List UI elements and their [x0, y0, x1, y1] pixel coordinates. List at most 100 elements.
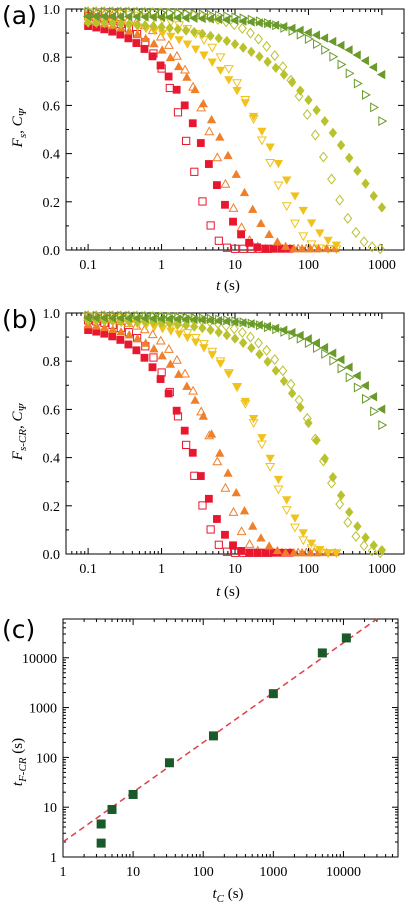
data-point	[362, 393, 371, 404]
data-point	[298, 536, 309, 546]
panel-a-ylabel: Fs, CΨ	[10, 107, 29, 148]
data-point	[247, 46, 256, 57]
data-point	[279, 21, 288, 32]
data-point	[265, 463, 276, 472]
data-point	[232, 79, 243, 89]
data-point	[188, 385, 199, 395]
data-point	[248, 204, 258, 213]
data-point	[343, 516, 353, 528]
series-yellow-filled	[83, 17, 342, 250]
data-point	[156, 61, 165, 70]
panel-a-xlabel: t (s)	[216, 278, 240, 294]
data-point	[248, 521, 258, 530]
data-point	[254, 337, 263, 349]
data-point	[306, 539, 317, 548]
panel-c-xlabel-unit: (s)	[224, 886, 244, 902]
panel-a-ylabel-psi: Ψ	[17, 107, 29, 116]
data-point	[245, 27, 255, 39]
data-point	[180, 101, 189, 110]
panel-c-xlabel-t: t	[212, 886, 217, 902]
data-point	[268, 689, 278, 699]
panel-a-xtick-label: 1	[158, 258, 165, 273]
data-point	[336, 140, 346, 151]
data-point	[290, 192, 300, 201]
data-point	[237, 547, 245, 555]
data-point	[319, 33, 329, 43]
data-point	[165, 83, 174, 93]
data-point	[164, 314, 174, 324]
data-point	[265, 454, 275, 464]
data-point	[335, 194, 345, 206]
data-point	[239, 244, 248, 253]
data-point	[164, 72, 173, 81]
data-point	[256, 136, 267, 146]
panel-b-ylabel: Fs-CR, CΨ	[10, 403, 29, 462]
data-point	[116, 18, 125, 30]
panel-b-ytick-label: 0.0	[43, 548, 61, 563]
data-point	[172, 13, 182, 23]
data-point	[116, 327, 126, 336]
data-point	[188, 119, 197, 128]
data-point	[351, 530, 361, 542]
data-point	[257, 434, 267, 443]
data-point	[206, 324, 215, 336]
data-point	[116, 336, 125, 344]
data-point	[303, 334, 312, 344]
data-point	[83, 313, 92, 323]
panel-c-ytick-label: 100	[36, 751, 57, 766]
data-point	[248, 415, 259, 424]
panel-c-xlabel-sub: C	[217, 893, 225, 905]
data-point	[362, 89, 371, 100]
data-point	[270, 323, 280, 333]
data-point	[140, 12, 149, 22]
data-point	[294, 394, 304, 406]
data-point	[370, 102, 380, 113]
data-point	[141, 20, 150, 31]
data-point	[265, 143, 275, 152]
data-point	[262, 19, 272, 29]
data-point	[272, 237, 283, 246]
data-point	[149, 353, 158, 362]
data-point	[116, 30, 125, 39]
data-point	[157, 21, 166, 33]
data-point	[164, 758, 174, 768]
data-point	[190, 321, 199, 332]
data-point	[205, 315, 214, 325]
series-orange-open	[83, 311, 320, 557]
data-point	[190, 84, 200, 94]
data-point	[156, 313, 165, 324]
data-point	[204, 126, 215, 136]
data-point	[327, 173, 336, 185]
data-point	[149, 344, 159, 353]
data-point	[164, 389, 173, 398]
data-point	[141, 33, 151, 43]
data-point	[189, 13, 198, 23]
data-point	[304, 33, 314, 44]
data-point	[198, 322, 207, 334]
data-point	[156, 12, 165, 22]
data-point	[254, 320, 263, 330]
data-point	[190, 167, 199, 176]
data-point	[297, 243, 307, 253]
data-point	[196, 406, 207, 416]
panel-c-frame	[62, 618, 399, 858]
data-point	[157, 368, 166, 377]
data-point	[320, 453, 329, 464]
panel-c-ylabel-t: t	[10, 781, 26, 786]
data-point	[198, 197, 207, 206]
data-point	[123, 12, 133, 22]
data-point	[378, 116, 388, 127]
panel-c-ytick-label: 10000	[22, 652, 57, 667]
data-point	[174, 330, 184, 339]
data-point	[313, 243, 324, 253]
data-point	[155, 335, 166, 345]
panel-a-ytick-label: 0.4	[43, 148, 61, 163]
data-point	[279, 69, 289, 80]
panel-a-xlabel-rest: (s)	[220, 278, 240, 294]
data-point	[313, 39, 322, 50]
panel-b-ytick-label: 0.2	[43, 500, 61, 515]
data-point	[124, 34, 133, 43]
panel-a-xtick-label: 100	[298, 258, 319, 273]
data-point	[319, 342, 329, 353]
data-point	[230, 333, 240, 344]
